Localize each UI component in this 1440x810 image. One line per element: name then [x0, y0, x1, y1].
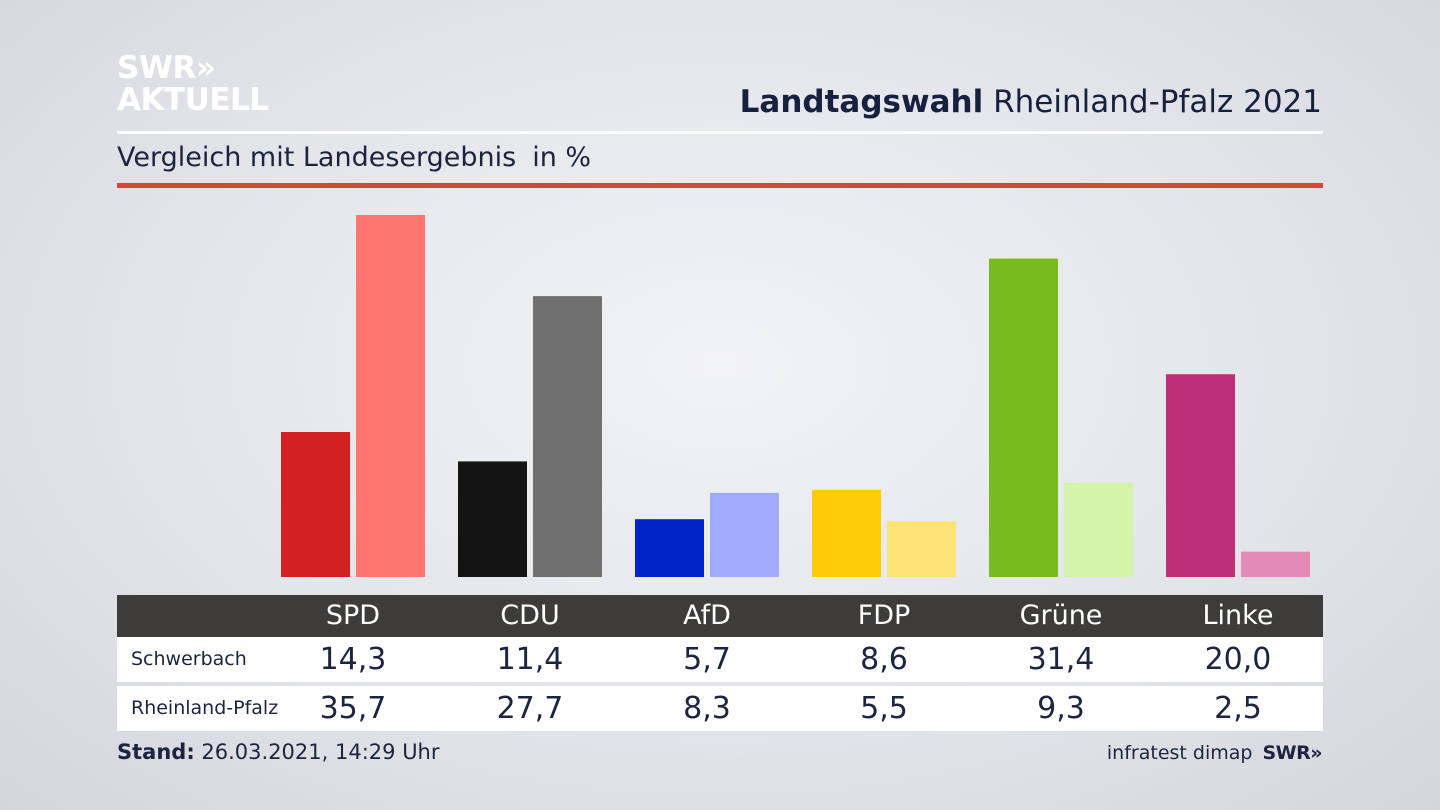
bar-linke-schwerbach [1166, 374, 1235, 577]
subtitle-text: Vergleich mit Landesergebnis [117, 142, 517, 173]
stand-label: Stand: [117, 740, 195, 764]
table-cell: 14,3 [319, 642, 387, 677]
results-table: SPD CDU AfD FDP Grüne Linke Schwerbach 14,3 11… [117, 595, 1323, 731]
column-header-fdp: FDP [857, 600, 911, 631]
header-divider [117, 131, 1323, 134]
bar-afd-rheinland-pfalz [710, 492, 779, 577]
bar-afd-schwerbach [635, 519, 704, 577]
table-row: Schwerbach 14,3 11,4 5,7 8,6 31,4 20,0 [117, 637, 1323, 682]
stand-value: 26.03.2021, 14:29 Uhr [201, 740, 440, 764]
table-cell: 11,4 [496, 642, 564, 677]
table-cell: 2,5 [1214, 691, 1262, 726]
bar-spd-schwerbach [281, 431, 350, 577]
row-label: Schwerbach [131, 648, 247, 670]
table-cell: 20,0 [1204, 642, 1272, 677]
timestamp: Stand: 26.03.2021, 14:29 Uhr [117, 740, 440, 764]
bar-cdu-schwerbach [458, 461, 527, 577]
title-rest: Rheinland-Pfalz 2021 [993, 84, 1322, 120]
chart-subtitle: Vergleich mit Landesergebnis in % [117, 142, 591, 173]
table-row: Rheinland-Pfalz 35,7 27,7 8,3 5,5 9,3 2,5 [117, 686, 1323, 731]
column-header-afd: AfD [683, 600, 731, 631]
bar-cdu-rheinland-pfalz [533, 296, 602, 577]
title-bold: Landtagswahl [739, 84, 984, 120]
swr-aktuell-logo: SWR» AKTUELL [117, 52, 269, 116]
logo-line-1: SWR» [117, 50, 216, 86]
bar-fdp-schwerbach [812, 489, 881, 577]
table-cell: 9,3 [1037, 691, 1085, 726]
source-credit: infratest dimap SWR» [1106, 742, 1323, 764]
bar-grüne-schwerbach [989, 258, 1058, 577]
row-label: Rheinland-Pfalz [131, 697, 279, 719]
table-header: SPD CDU AfD FDP Grüne Linke [117, 595, 1323, 637]
table-cell: 5,5 [860, 691, 908, 726]
bar-linke-rheinland-pfalz [1241, 551, 1310, 577]
bar-grüne-rheinland-pfalz [1064, 482, 1133, 577]
footer-swr-logo: SWR» [1262, 742, 1322, 764]
subtitle-unit: in % [532, 142, 592, 173]
table-cell: 8,6 [860, 642, 908, 677]
accent-divider [117, 183, 1323, 188]
page-title: Landtagswahl Rheinland-Pfalz 2021 [740, 84, 1322, 120]
column-header-linke: Linke [1202, 600, 1274, 631]
bar-fdp-rheinland-pfalz [887, 521, 956, 577]
column-header-spd: SPD [325, 600, 381, 631]
table-cell: 31,4 [1027, 642, 1095, 677]
table-cell: 35,7 [319, 691, 387, 726]
table-cell: 5,7 [683, 642, 731, 677]
bar-spd-rheinland-pfalz [356, 215, 425, 577]
logo-line-2: AKTUELL [117, 82, 269, 118]
source-text: infratest dimap [1106, 742, 1253, 764]
table-cell: 8,3 [683, 691, 731, 726]
table-cell: 27,7 [496, 691, 564, 726]
column-header-grüne: Grüne [1019, 600, 1103, 631]
column-header-cdu: CDU [500, 600, 560, 631]
